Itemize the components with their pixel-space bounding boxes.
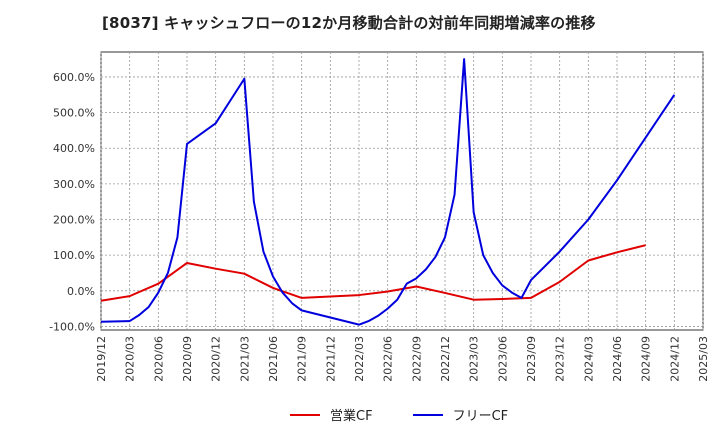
legend-item-free-cf: フリーCF [412,405,509,424]
legend-swatch-operating-cf [290,413,320,416]
legend: 営業CF フリーCF [290,405,548,424]
x-tick-label: 2023/06 [496,336,509,382]
x-tick-label: 2021/06 [267,336,280,382]
legend-label-operating-cf: 営業CF [330,409,373,424]
y-tick-label: -100.0% [49,320,95,333]
y-tick-label: 0.0% [67,285,95,298]
x-tick-label: 2021/12 [324,336,337,382]
x-tick-label: 2024/06 [611,336,624,382]
y-tick-label: 500.0% [53,107,95,120]
x-tick-label: 2024/03 [582,336,595,382]
x-tick-label: 2023/03 [468,336,481,382]
x-tick-label: 2023/09 [525,336,538,382]
x-tick-label: 2020/06 [152,336,165,382]
x-tick-label: 2024/09 [640,336,653,382]
y-tick-label: 600.0% [53,71,95,84]
legend-swatch-free-cf [412,413,443,416]
y-tick-label: 200.0% [53,214,95,227]
legend-item-operating-cf: 営業CF [290,405,373,424]
x-tick-label: 2021/03 [238,336,251,382]
x-tick-label: 2019/12 [95,336,108,382]
chart-title: [8037] キャッシュフローの12か月移動合計の対前年同期増減率の推移 [102,14,596,32]
x-tick-label: 2021/09 [296,336,309,382]
series-line-operating-cf [100,244,646,302]
x-tick-label: 2020/09 [181,336,194,382]
y-tick-label: 100.0% [53,249,95,262]
x-tick-label: 2022/06 [382,336,395,382]
x-tick-label: 2022/12 [439,336,452,382]
x-tick-label: 2022/09 [410,336,423,382]
x-tick-label: 2024/12 [668,336,681,382]
x-tick-label: 2023/12 [554,336,567,382]
x-tick-label: 2022/03 [353,336,366,382]
y-tick-label: 400.0% [53,142,95,155]
x-tick-label: 2020/03 [124,336,137,382]
x-tick-label: 2020/12 [210,336,223,382]
y-tick-label: 300.0% [53,178,95,191]
series-line-free-cf [100,58,676,326]
legend-label-free-cf: フリーCF [452,409,509,424]
plot-area [100,51,704,331]
x-tick-label: 2025/03 [697,336,710,382]
